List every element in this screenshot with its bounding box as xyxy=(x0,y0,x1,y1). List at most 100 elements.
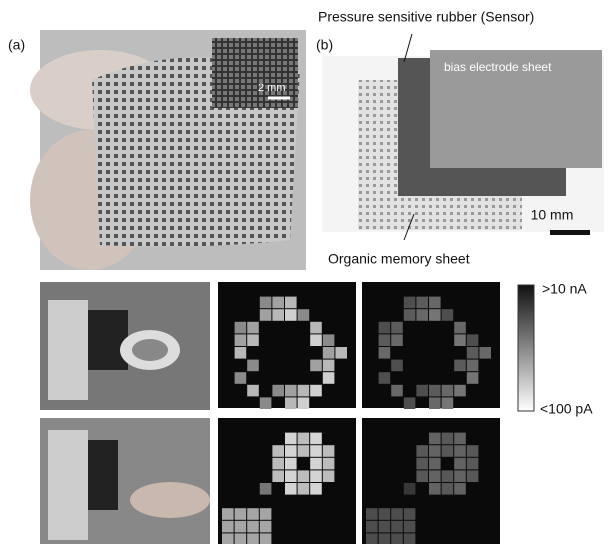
pixel xyxy=(235,508,247,520)
pixel xyxy=(285,309,297,321)
pixel xyxy=(285,458,297,470)
pixel xyxy=(429,458,441,470)
pixel xyxy=(404,297,416,309)
pixel xyxy=(404,483,416,495)
pixel xyxy=(391,334,403,346)
pixel xyxy=(467,360,479,372)
pixel xyxy=(467,334,479,346)
pixel xyxy=(310,360,322,372)
pixel xyxy=(235,533,247,544)
pixel xyxy=(454,360,466,372)
pixel xyxy=(404,508,416,520)
pixel xyxy=(429,483,441,495)
pixel xyxy=(310,470,322,482)
pixel xyxy=(323,360,335,372)
pixel xyxy=(260,521,272,533)
pixel xyxy=(429,309,441,321)
pixel xyxy=(285,470,297,482)
pixel xyxy=(454,334,466,346)
pixel xyxy=(285,397,297,409)
photo-row1 xyxy=(40,282,210,410)
pixel xyxy=(247,385,259,397)
pixel xyxy=(454,483,466,495)
scale-label: 10 mm xyxy=(531,207,574,223)
pixel xyxy=(323,470,335,482)
pixel xyxy=(247,360,259,372)
pixel xyxy=(272,309,284,321)
pixel xyxy=(366,521,378,533)
pixel xyxy=(416,297,428,309)
pixel xyxy=(467,372,479,384)
pixel xyxy=(379,334,391,346)
pixel xyxy=(298,309,310,321)
pixel xyxy=(247,508,259,520)
pixel xyxy=(298,385,310,397)
colorbar-min: <100 pA xyxy=(540,401,593,417)
pixel xyxy=(416,458,428,470)
pixel xyxy=(272,470,284,482)
pixel xyxy=(429,397,441,409)
pixel xyxy=(442,445,454,457)
pixel xyxy=(222,521,234,533)
pixel xyxy=(323,347,335,359)
pixel xyxy=(416,470,428,482)
pixel xyxy=(379,533,391,544)
pixel xyxy=(479,347,491,359)
pixel xyxy=(298,433,310,445)
pixel xyxy=(442,483,454,495)
pixel xyxy=(429,385,441,397)
pixel xyxy=(298,470,310,482)
pixel xyxy=(298,483,310,495)
pixel xyxy=(235,334,247,346)
pixel xyxy=(285,483,297,495)
colorbar xyxy=(518,285,534,411)
pixel xyxy=(379,372,391,384)
pixel xyxy=(260,309,272,321)
pixel-maps xyxy=(218,282,500,544)
pixel xyxy=(260,297,272,309)
pixel xyxy=(404,309,416,321)
pixel xyxy=(429,445,441,457)
pixel xyxy=(454,458,466,470)
pixel xyxy=(379,521,391,533)
pixel xyxy=(298,445,310,457)
pixel xyxy=(404,521,416,533)
pixel xyxy=(285,445,297,457)
pixel xyxy=(272,385,284,397)
pixel xyxy=(391,360,403,372)
pixel xyxy=(442,397,454,409)
pixel xyxy=(379,508,391,520)
pixel xyxy=(416,309,428,321)
pixel xyxy=(323,372,335,384)
pixel xyxy=(310,445,322,457)
pixel xyxy=(260,508,272,520)
pixel xyxy=(235,347,247,359)
pixel xyxy=(442,309,454,321)
figure: (a) 2 mm Pressure sensitive rubber (Sens… xyxy=(0,0,611,544)
pixel xyxy=(310,483,322,495)
pixel xyxy=(429,297,441,309)
inset-scale: 2 mm xyxy=(258,82,286,94)
pixel xyxy=(310,334,322,346)
pixel xyxy=(323,334,335,346)
pixel xyxy=(429,433,441,445)
pixel xyxy=(391,533,403,544)
photo-b: bias electrode sheet 10 mm xyxy=(322,34,604,240)
pixel xyxy=(335,347,347,359)
pixel xyxy=(247,334,259,346)
photo-a: 2 mm xyxy=(30,30,306,270)
pixel xyxy=(416,385,428,397)
pixel xyxy=(467,347,479,359)
pixel xyxy=(272,445,284,457)
pixel xyxy=(222,508,234,520)
pixel xyxy=(379,322,391,334)
pixel xyxy=(366,508,378,520)
pixel xyxy=(391,521,403,533)
pixel xyxy=(247,521,259,533)
pixel xyxy=(310,385,322,397)
memory-label: Organic memory sheet xyxy=(328,251,470,267)
electrode-label: bias electrode sheet xyxy=(444,60,552,74)
pixel xyxy=(467,445,479,457)
pixel xyxy=(467,470,479,482)
pixel xyxy=(454,322,466,334)
